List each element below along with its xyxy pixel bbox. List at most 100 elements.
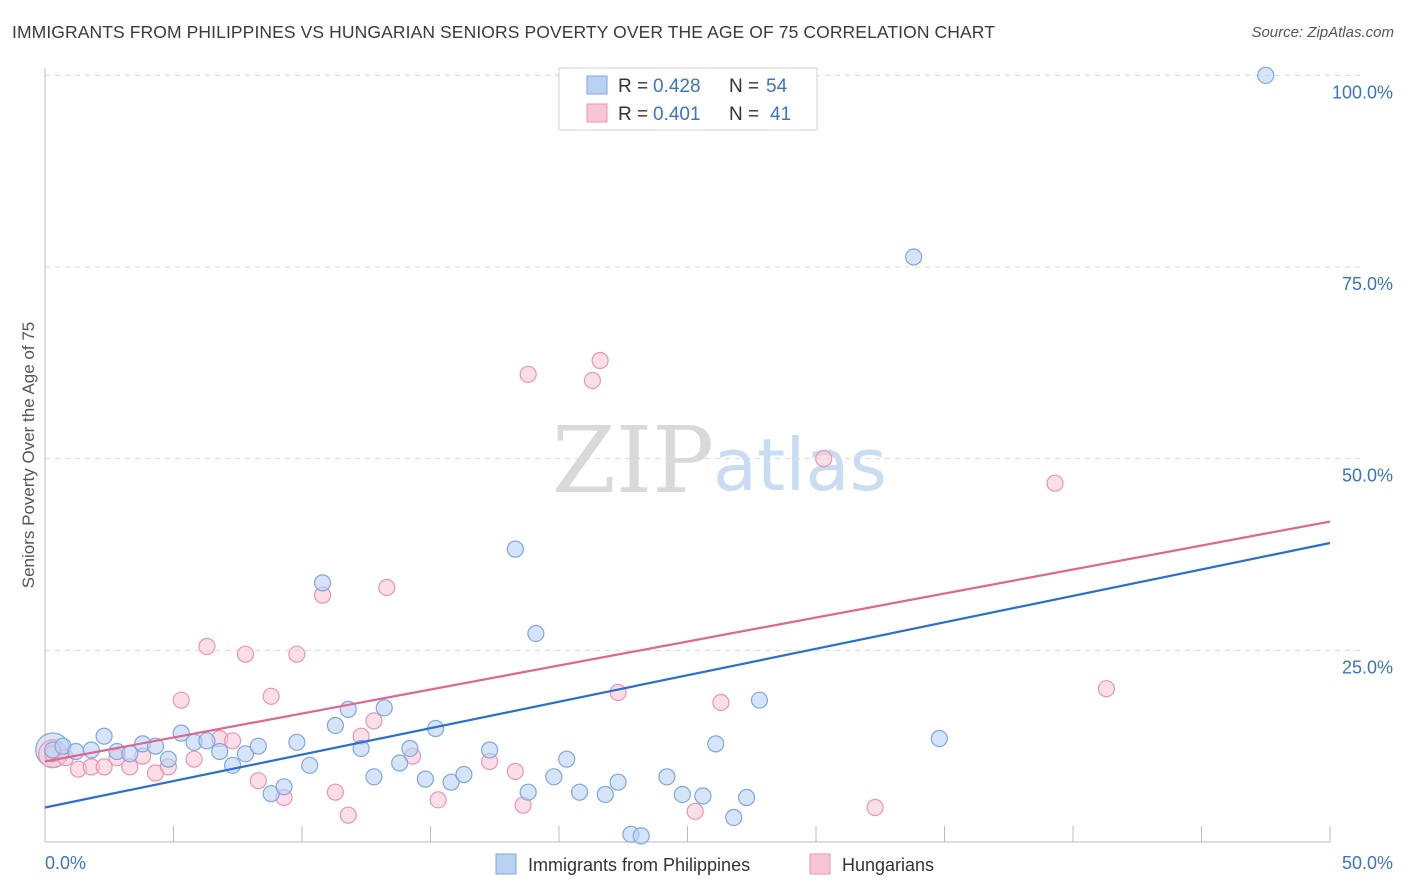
- y-tick-label-50: 50.0%: [1342, 466, 1393, 486]
- point-hungarians: [185, 750, 203, 768]
- legend-n-label-2: N =: [729, 104, 759, 125]
- gridlines: [45, 74, 1365, 651]
- legend-r-value-2: 0.401: [653, 104, 701, 125]
- point-hungarians: [591, 351, 609, 370]
- point-hungarians: [288, 645, 306, 663]
- legend-n-label-1: N =: [729, 76, 759, 97]
- trend-line-philippines: [44, 541, 1331, 809]
- y-axis-label: Seniors Poverty Over the Age of 75: [19, 322, 38, 588]
- point-philippines: [519, 783, 537, 801]
- point-philippines: [301, 756, 319, 774]
- trend-lines: [44, 520, 1331, 809]
- point-hungarians: [1046, 474, 1064, 492]
- point-philippines: [527, 624, 545, 643]
- bottom-legend-label-2: Hungarians: [842, 855, 934, 875]
- point-hungarians: [262, 687, 280, 705]
- point-philippines: [658, 768, 676, 786]
- point-hungarians: [1097, 680, 1116, 698]
- top-legend: R = 0.428 N = 54 R = 0.401 N = 41: [558, 67, 818, 131]
- point-philippines: [365, 768, 383, 786]
- point-hungarians: [249, 772, 267, 790]
- x-tick-label-50: 50.0%: [1342, 853, 1393, 873]
- watermark: ZIP atlas: [552, 407, 887, 514]
- bottom-legend-label-1: Immigrants from Philippines: [528, 855, 750, 875]
- point-philippines: [596, 785, 614, 804]
- point-hungarians: [815, 450, 833, 468]
- point-hungarians: [198, 637, 216, 656]
- point-philippines: [159, 750, 177, 768]
- x-tick-label-0: 0.0%: [45, 853, 86, 873]
- point-hungarians: [378, 578, 396, 597]
- tick-labels: 25.0% 50.0% 75.0% 100.0% 0.0% 50.0%: [45, 82, 1393, 873]
- point-hungarians: [365, 712, 383, 730]
- point-philippines: [930, 729, 948, 748]
- chart-title: IMMIGRANTS FROM PHILIPPINES VS HUNGARIAN…: [12, 22, 996, 42]
- point-philippines: [609, 773, 627, 791]
- point-philippines: [198, 732, 216, 750]
- bottom-legend-swatch-pink: [809, 853, 831, 875]
- point-philippines: [632, 827, 650, 845]
- legend-swatch-blue: [586, 75, 608, 95]
- point-philippines: [211, 742, 229, 761]
- point-hungarians: [95, 758, 113, 776]
- point-philippines: [249, 737, 267, 755]
- legend-r-label-2: R =: [618, 104, 648, 125]
- point-philippines: [352, 739, 370, 758]
- point-philippines: [288, 733, 306, 751]
- point-philippines: [1257, 66, 1275, 84]
- point-philippines: [95, 727, 113, 745]
- data-points: [35, 66, 1275, 845]
- source-label: Source: ZipAtlas.com: [1251, 24, 1394, 41]
- y-tick-label-25: 25.0%: [1342, 657, 1393, 677]
- legend-n-value-1: 54: [766, 76, 788, 97]
- bottom-legend: Immigrants from Philippines Hungarians: [495, 853, 934, 875]
- legend-swatch-pink: [586, 103, 608, 123]
- point-philippines: [738, 788, 756, 807]
- legend-r-label-1: R =: [618, 76, 648, 97]
- point-philippines: [326, 716, 345, 735]
- point-hungarians: [236, 645, 255, 663]
- point-philippines: [750, 691, 769, 709]
- point-philippines: [725, 808, 743, 827]
- point-philippines: [570, 783, 589, 801]
- point-hungarians: [686, 802, 704, 820]
- watermark-atlas: atlas: [713, 423, 887, 507]
- point-hungarians: [506, 762, 524, 781]
- point-philippines: [82, 741, 100, 759]
- point-hungarians: [326, 783, 345, 801]
- point-hungarians: [429, 791, 447, 809]
- point-philippines: [545, 768, 563, 786]
- point-philippines: [707, 735, 725, 753]
- point-philippines: [313, 574, 332, 592]
- point-hungarians: [712, 693, 730, 712]
- point-philippines: [673, 785, 691, 804]
- point-philippines: [558, 750, 576, 768]
- point-philippines: [375, 699, 393, 717]
- point-philippines: [401, 739, 419, 758]
- trend-line-hungarians: [44, 520, 1331, 763]
- watermark-zip: ZIP: [552, 407, 714, 514]
- legend-r-value-1: 0.428: [653, 76, 701, 97]
- point-philippines: [506, 540, 524, 558]
- point-philippines: [416, 770, 434, 788]
- legend-n-value-2: 41: [770, 104, 791, 125]
- point-hungarians: [866, 798, 884, 817]
- point-hungarians: [224, 732, 242, 750]
- point-hungarians: [339, 806, 357, 824]
- point-philippines: [455, 765, 473, 784]
- axes: [44, 68, 1331, 843]
- point-hungarians: [172, 691, 190, 709]
- point-philippines: [236, 745, 255, 763]
- point-hungarians: [519, 365, 537, 383]
- point-philippines: [275, 778, 293, 796]
- point-hungarians: [609, 683, 627, 702]
- point-philippines: [391, 754, 409, 772]
- y-tick-label-100: 100.0%: [1332, 82, 1393, 102]
- y-tick-label-75: 75.0%: [1342, 274, 1393, 294]
- point-hungarians: [583, 371, 602, 390]
- point-philippines: [905, 248, 923, 266]
- bottom-legend-swatch-blue: [495, 853, 517, 875]
- point-philippines: [694, 787, 712, 805]
- point-philippines: [442, 773, 460, 791]
